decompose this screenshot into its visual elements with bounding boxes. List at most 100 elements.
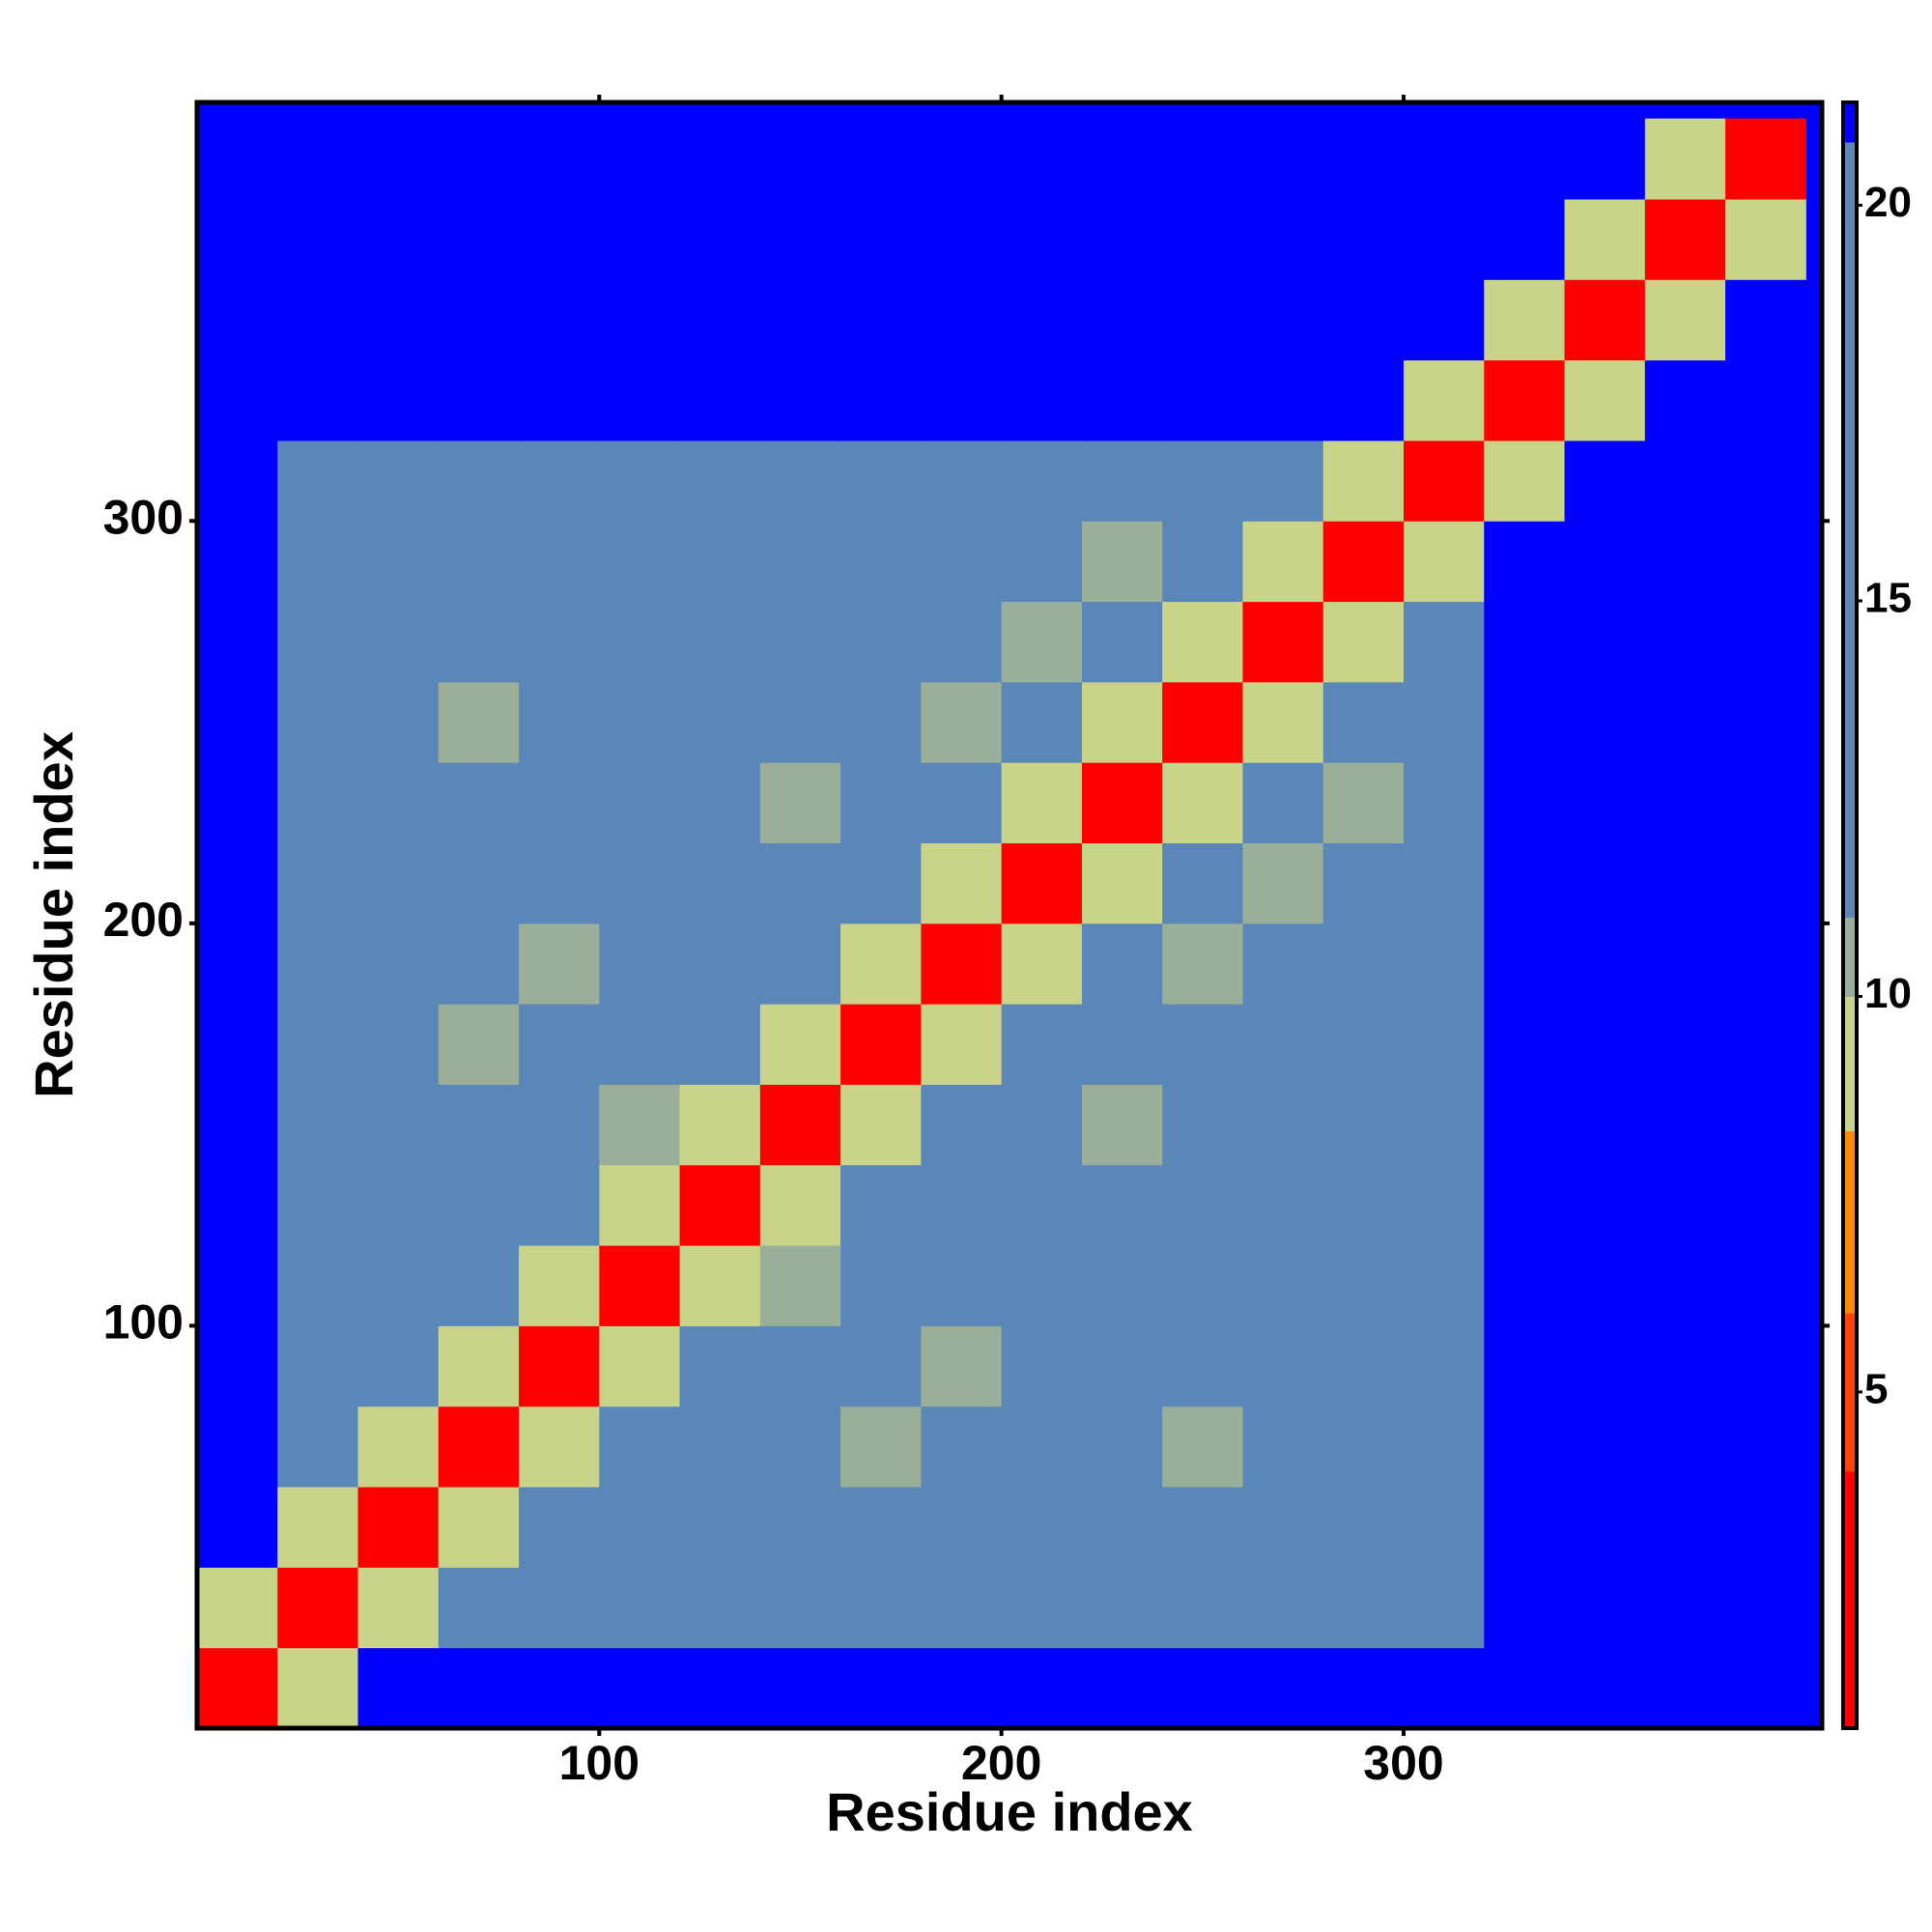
heatmap-cell (277, 1084, 359, 1166)
heatmap-cell (197, 359, 278, 441)
heatmap-cell (519, 842, 600, 924)
heatmap-cell (438, 762, 520, 844)
heatmap-cell (599, 1567, 681, 1649)
colorbar-segment (1843, 1470, 1857, 1729)
heatmap-cell (1001, 440, 1083, 522)
heatmap-cell (519, 923, 600, 1005)
heatmap-cell (1001, 1487, 1083, 1568)
heatmap-cell (1242, 923, 1324, 1005)
heatmap-cell (1564, 1647, 1646, 1729)
colorbar-segment (1843, 1130, 1857, 1314)
heatmap-cell (1725, 1245, 1806, 1326)
heatmap-cell (277, 681, 359, 763)
heatmap-cell (277, 1647, 359, 1729)
heatmap-cell (1644, 1487, 1726, 1568)
heatmap-cell (1242, 1245, 1324, 1326)
heatmap-cell (277, 601, 359, 683)
heatmap-cell (921, 118, 1003, 200)
heatmap-cell (759, 601, 841, 683)
heatmap-cell (840, 440, 922, 522)
heatmap-cell (197, 923, 278, 1005)
heatmap-cell (921, 1406, 1003, 1488)
plot-frame (194, 99, 1825, 1731)
heatmap-cell (1001, 1406, 1083, 1488)
heatmap-cell (1322, 601, 1405, 683)
heatmap-cell (1725, 1647, 1806, 1729)
heatmap-cell (438, 923, 520, 1005)
colorbar-frame (1841, 100, 1859, 1730)
heatmap-cell (840, 198, 922, 280)
heatmap-cell (921, 762, 1003, 844)
heatmap-cell (1242, 601, 1324, 683)
heatmap-cell (1484, 118, 1566, 200)
heatmap-cell (197, 1004, 278, 1085)
heatmap-cell (1242, 762, 1324, 844)
heatmap-cell (679, 1406, 761, 1488)
heatmap-cell (1322, 1164, 1405, 1246)
x-tick-label: 200 (961, 1736, 1041, 1790)
heatmap-cell (277, 1406, 359, 1488)
heatmap-cell (277, 1164, 359, 1246)
heatmap-cell (921, 1164, 1003, 1246)
heatmap-cell (1081, 279, 1163, 361)
heatmap-cell (1162, 198, 1243, 280)
heatmap-cell (1322, 762, 1405, 844)
heatmap-cell (1322, 1325, 1405, 1407)
heatmap-cell (1404, 1084, 1485, 1166)
heatmap-cell (1725, 118, 1806, 200)
heatmap-cell (759, 1004, 841, 1085)
heatmap-cell (1644, 1164, 1726, 1246)
heatmap-cell (1564, 1487, 1646, 1568)
heatmap-cell (599, 842, 681, 924)
heatmap-cell (1484, 681, 1566, 763)
heatmap-cell (357, 1406, 440, 1488)
heatmap-cell (1322, 681, 1405, 763)
heatmap-cell (1725, 1084, 1806, 1166)
heatmap-cell (357, 118, 440, 200)
heatmap-cell (1162, 601, 1243, 683)
heatmap-cell (599, 1647, 681, 1729)
heatmap-cell (1644, 842, 1726, 924)
heatmap-cell (840, 762, 922, 844)
heatmap-cell (357, 198, 440, 280)
heatmap-cell (1484, 601, 1566, 683)
colorbar-segment (1843, 917, 1857, 997)
heatmap-cell (1242, 1567, 1324, 1649)
heatmap-cell (1484, 198, 1566, 280)
heatmap-cell (840, 601, 922, 683)
heatmap-cell (1725, 1164, 1806, 1246)
heatmap-cell (1564, 440, 1646, 522)
heatmap-cell (599, 118, 681, 200)
heatmap-cell (1322, 923, 1405, 1005)
heatmap-cell (1322, 440, 1405, 522)
heatmap-cell (438, 1004, 520, 1085)
heatmap-cell (1081, 198, 1163, 280)
heatmap-cell (197, 681, 278, 763)
heatmap-cell (679, 1164, 761, 1246)
colorbar-tick-label: 5 (1864, 1366, 1888, 1413)
heatmap-cell (519, 1647, 600, 1729)
heatmap-cell (1644, 1647, 1726, 1729)
heatmap-cell (1322, 279, 1405, 361)
heatmap-cell (1564, 521, 1646, 603)
y-tick-label: 300 (103, 490, 184, 544)
heatmap-cell (679, 923, 761, 1005)
heatmap-cell (1081, 1325, 1163, 1407)
heatmap-cell (599, 923, 681, 1005)
heatmap-cell (759, 118, 841, 200)
heatmap-cell (1242, 279, 1324, 361)
heatmap-cell (1404, 923, 1485, 1005)
heatmap-cell (1725, 440, 1806, 522)
heatmap-cell (1242, 118, 1324, 200)
heatmap-cell (277, 118, 359, 200)
heatmap-cell (1001, 601, 1083, 683)
heatmap-cell (679, 359, 761, 441)
heatmap-cell (1322, 1406, 1405, 1488)
heatmap-cell (197, 118, 278, 200)
heatmap-cell (1484, 1004, 1566, 1085)
heatmap-cell (1564, 1245, 1646, 1326)
heatmap-cell (438, 521, 520, 603)
heatmap-cell (1242, 359, 1324, 441)
heatmap-cell (1322, 1487, 1405, 1568)
heatmap-cell (1322, 1004, 1405, 1085)
